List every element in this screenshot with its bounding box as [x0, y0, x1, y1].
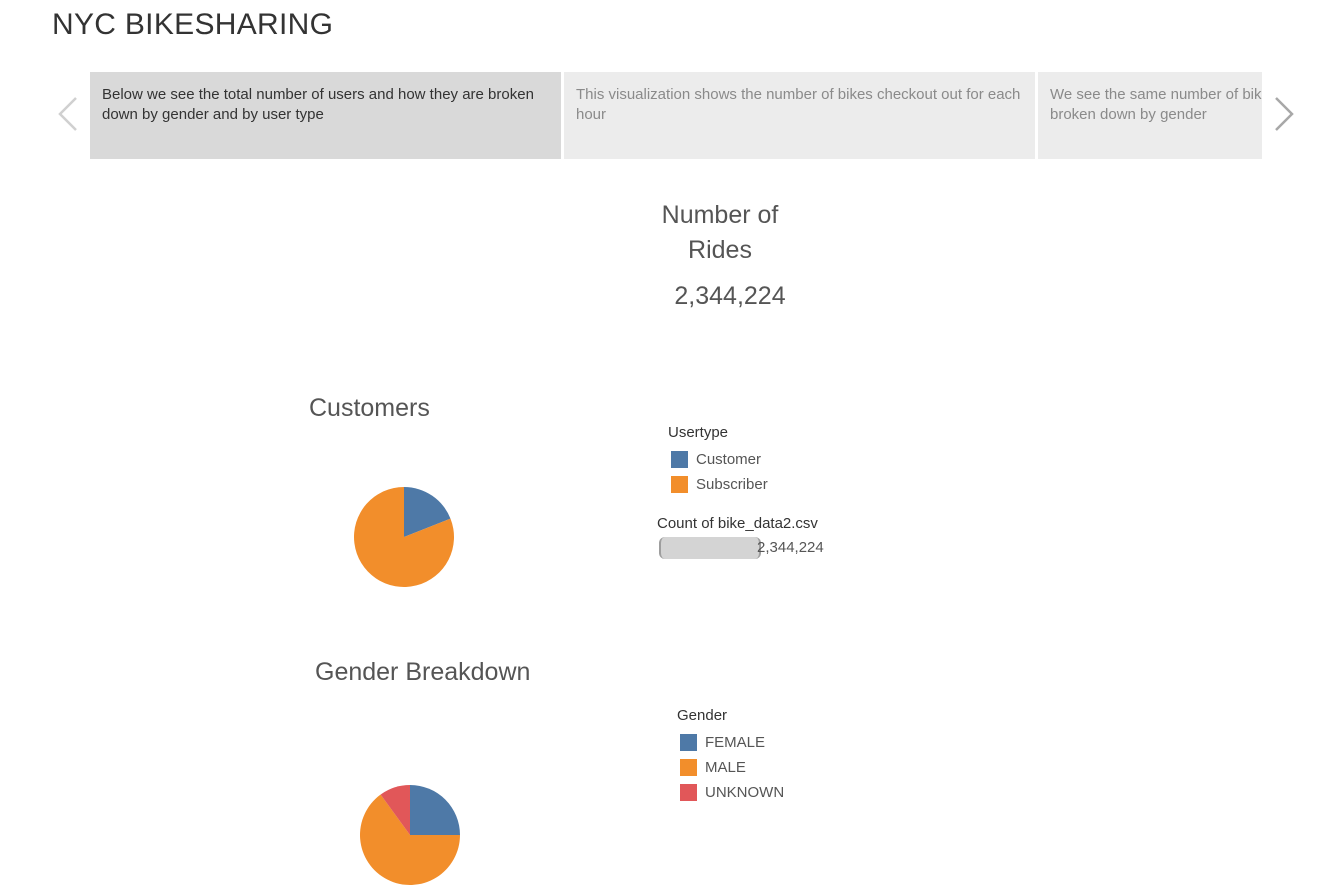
rides-title: Number of Rides	[661, 201, 779, 264]
gender-legend-title: Gender	[677, 707, 728, 724]
pie-slice-customer[interactable]	[404, 487, 451, 537]
rides-value: 2,344,224	[674, 282, 786, 310]
story-point-2[interactable]: This visualization shows the number of b…	[564, 72, 1035, 159]
chevron-right-icon	[1275, 97, 1294, 131]
legend-label-male: MALE	[705, 759, 746, 776]
next-button[interactable]	[1270, 94, 1298, 134]
count-value: 2,344,224	[757, 539, 824, 556]
pie-slice-female[interactable]	[410, 785, 460, 835]
count-legend: Count of bike_data2.csv 2,344,224	[657, 515, 837, 563]
story-point-1[interactable]: Below we see the total number of users a…	[90, 72, 561, 159]
gender-legend: Gender FEMALE MALE UNKNOWN	[677, 707, 784, 805]
count-legend-title: Count of bike_data2.csv	[657, 515, 818, 532]
pie-slice-unknown[interactable]	[380, 785, 410, 835]
count-size-legend[interactable]: 2,344,224	[657, 537, 837, 563]
chevron-left-icon	[58, 97, 77, 131]
story-point-3[interactable]: We see the same number of bikes checked …	[1038, 72, 1262, 159]
story-point-1-text: Below we see the total number of users a…	[102, 86, 534, 123]
customers-title: Customers	[309, 394, 430, 422]
gender-title: Gender Breakdown	[315, 658, 531, 686]
story-point-2-text: This visualization shows the number of b…	[576, 86, 1021, 123]
legend-item-male[interactable]: MALE	[677, 755, 784, 780]
usertype-legend-title: Usertype	[668, 424, 729, 441]
story-point-3-text: We see the same number of bikes checked …	[1050, 86, 1262, 123]
customer-swatch	[671, 451, 688, 468]
female-swatch	[680, 734, 697, 751]
gender-pie-chart[interactable]	[359, 784, 461, 886]
count-bar	[659, 537, 761, 559]
story-point-strip: Below we see the total number of users a…	[90, 72, 1262, 159]
legend-label-unknown: UNKNOWN	[705, 784, 785, 801]
dashboard-title: NYC BIKESHARING	[52, 8, 334, 41]
previous-button[interactable]	[54, 94, 82, 134]
usertype-pie-chart[interactable]	[353, 486, 455, 588]
legend-label-female: FEMALE	[705, 734, 766, 751]
legend-item-unknown[interactable]: UNKNOWN	[677, 780, 784, 805]
pie-slice-subscriber[interactable]	[354, 487, 454, 587]
male-swatch	[680, 759, 697, 776]
pie-slice-male[interactable]	[360, 794, 460, 885]
legend-item-customer[interactable]: Customer	[668, 447, 768, 472]
unknown-swatch	[680, 784, 697, 801]
usertype-legend: Usertype Customer Subscriber	[668, 424, 768, 497]
legend-label-subscriber: Subscriber	[696, 476, 768, 493]
legend-item-subscriber[interactable]: Subscriber	[668, 472, 768, 497]
story-navigator: Below we see the total number of users a…	[54, 72, 1306, 159]
subscriber-swatch	[671, 476, 688, 493]
legend-item-female[interactable]: FEMALE	[677, 730, 784, 755]
legend-label-customer: Customer	[696, 451, 762, 468]
